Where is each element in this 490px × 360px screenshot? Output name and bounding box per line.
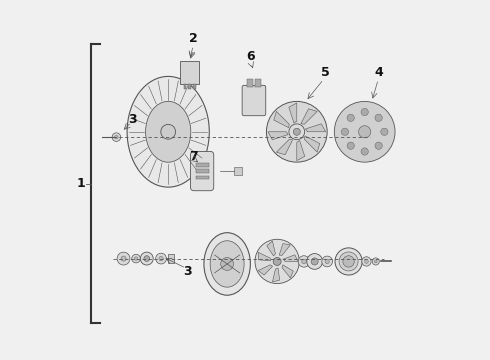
Circle shape: [161, 125, 175, 139]
Text: 7: 7: [189, 150, 197, 163]
Bar: [196, 169, 209, 173]
Bar: [189, 85, 191, 89]
Circle shape: [115, 135, 118, 139]
Text: 3: 3: [184, 265, 192, 278]
Circle shape: [342, 128, 348, 135]
Text: 4: 4: [374, 66, 383, 79]
Circle shape: [293, 128, 300, 135]
FancyBboxPatch shape: [242, 85, 266, 116]
Ellipse shape: [204, 233, 250, 295]
Ellipse shape: [127, 76, 209, 187]
Ellipse shape: [146, 101, 191, 162]
Circle shape: [359, 126, 371, 138]
Bar: [194, 85, 196, 89]
Bar: [184, 85, 186, 89]
Polygon shape: [283, 255, 298, 261]
Circle shape: [311, 258, 318, 265]
Text: 2: 2: [189, 32, 197, 45]
Circle shape: [322, 256, 333, 267]
Circle shape: [343, 256, 354, 267]
Circle shape: [132, 254, 140, 263]
Circle shape: [220, 257, 234, 270]
Circle shape: [365, 260, 368, 263]
Polygon shape: [268, 132, 288, 140]
Circle shape: [255, 239, 299, 284]
Circle shape: [273, 257, 281, 265]
Circle shape: [112, 133, 121, 141]
Circle shape: [156, 253, 167, 264]
Polygon shape: [274, 111, 289, 128]
Text: 3: 3: [128, 113, 137, 126]
FancyBboxPatch shape: [191, 152, 214, 191]
Circle shape: [302, 259, 306, 264]
Circle shape: [361, 108, 368, 116]
Circle shape: [334, 102, 395, 162]
Circle shape: [144, 256, 149, 261]
Circle shape: [372, 258, 379, 265]
Circle shape: [361, 148, 368, 155]
Polygon shape: [276, 139, 293, 155]
Circle shape: [307, 253, 322, 269]
Circle shape: [134, 257, 138, 260]
Bar: [247, 79, 252, 87]
Polygon shape: [279, 244, 290, 255]
Circle shape: [347, 114, 354, 121]
Circle shape: [375, 142, 382, 149]
Circle shape: [375, 114, 382, 121]
Polygon shape: [258, 252, 270, 261]
Circle shape: [381, 128, 388, 135]
Ellipse shape: [210, 241, 244, 287]
Polygon shape: [258, 265, 272, 275]
Circle shape: [267, 102, 327, 162]
Polygon shape: [301, 109, 317, 124]
Text: 1: 1: [76, 177, 85, 190]
Circle shape: [362, 257, 371, 266]
Polygon shape: [282, 265, 294, 278]
Polygon shape: [272, 268, 280, 282]
Polygon shape: [304, 136, 320, 152]
Bar: [234, 167, 242, 175]
Bar: [196, 163, 209, 167]
Bar: [180, 61, 199, 85]
Polygon shape: [267, 241, 275, 256]
Circle shape: [298, 256, 310, 267]
Circle shape: [117, 252, 130, 265]
Circle shape: [140, 252, 153, 265]
Circle shape: [335, 248, 362, 275]
Bar: [168, 254, 173, 263]
Circle shape: [374, 260, 377, 263]
Text: 5: 5: [321, 66, 330, 79]
Polygon shape: [305, 124, 326, 132]
Circle shape: [347, 142, 354, 149]
Circle shape: [325, 259, 329, 264]
Circle shape: [339, 252, 358, 271]
Circle shape: [159, 256, 163, 261]
Bar: [196, 176, 209, 179]
Circle shape: [289, 124, 305, 140]
Text: 6: 6: [246, 50, 255, 63]
Circle shape: [292, 126, 302, 137]
Polygon shape: [289, 103, 297, 123]
Bar: [255, 79, 261, 87]
Polygon shape: [297, 140, 305, 161]
Circle shape: [121, 256, 126, 261]
